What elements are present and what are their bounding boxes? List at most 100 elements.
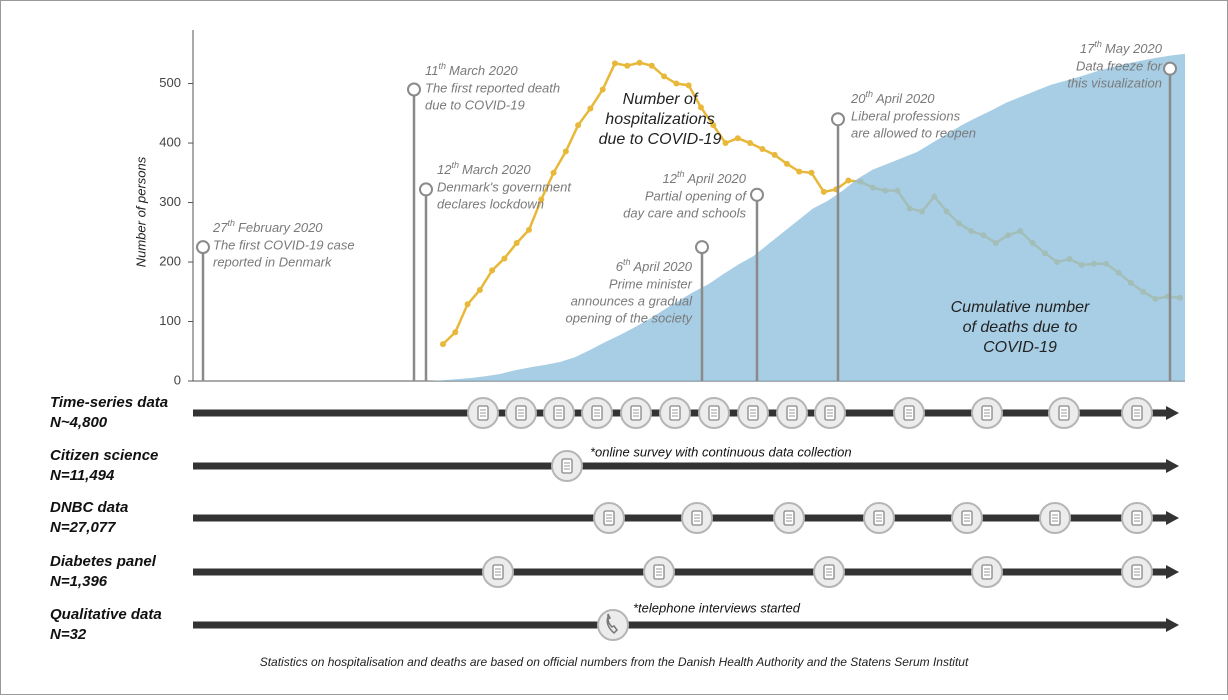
hospitalization-point (624, 62, 631, 69)
y-tick-label: 100 (159, 313, 181, 328)
hospitalization-point (845, 177, 852, 184)
event-day: 27 (212, 220, 228, 235)
event-date: 11th March 2020 (425, 61, 518, 78)
event-month: February 2020 (238, 220, 323, 235)
event-text: are allowed to reopen (851, 125, 976, 140)
event-text: this visualization (1067, 75, 1162, 90)
hospitalization-point (575, 122, 582, 129)
timeline-arrow (1166, 565, 1179, 579)
event-text: opening of the society (566, 310, 694, 325)
hospitalization-point (747, 140, 754, 147)
hospitalization-point (636, 59, 643, 66)
timeline-n: N=27,077 (50, 519, 116, 536)
event-day: 12 (662, 171, 677, 186)
event-month: April 2020 (686, 171, 746, 186)
hospitalization-point (783, 160, 790, 167)
event-date: 6th April 2020 (616, 257, 693, 274)
timeline-name: Time-series data (50, 394, 168, 411)
event-day-suffix: th (1094, 39, 1102, 49)
timeline-name: Citizen science (50, 447, 158, 464)
event-text: Partial opening of (645, 188, 748, 203)
series-label: of deaths due to (963, 319, 1078, 336)
timeline-note: *telephone interviews started (633, 600, 801, 615)
hospitalization-point (587, 105, 594, 112)
event-text: The first COVID-19 case (213, 237, 355, 252)
hospitalization-point (476, 286, 483, 293)
event-day-suffix: th (623, 257, 631, 267)
hospitalization-point (562, 148, 569, 155)
timeline-n: N~4,800 (50, 414, 108, 431)
timeline-arrow (1166, 618, 1179, 632)
hospitalization-point (771, 151, 778, 158)
event-text: The first reported death (425, 80, 560, 95)
event-text: Denmark's government (437, 179, 572, 194)
hospitalization-point (722, 140, 729, 147)
event-day: 11 (425, 63, 439, 78)
series-label: Cumulative number (951, 299, 1090, 316)
hospitalization-point (611, 60, 618, 67)
hospitalization-point (710, 122, 717, 129)
event-text: Data freeze for (1076, 58, 1163, 73)
timeline-name: Diabetes panel (50, 553, 157, 570)
hospitalization-point (452, 329, 459, 336)
event-day-suffix: th (439, 61, 447, 71)
hospitalization-point (796, 168, 803, 175)
event-text: Liberal professions (851, 108, 961, 123)
hospitalization-point (501, 255, 508, 262)
series-label: due to COVID-19 (599, 131, 722, 148)
hospitalization-point (464, 301, 471, 308)
hospitalization-point (489, 267, 496, 274)
event-day: 6 (616, 259, 624, 274)
hospitalization-point (648, 62, 655, 69)
hospitalization-point (808, 169, 815, 176)
event-pin (419, 182, 433, 197)
event-date: 27th February 2020 (212, 218, 323, 235)
series-label: Number of (623, 91, 699, 108)
timeline-name: Qualitative data (50, 606, 162, 623)
timeline-name: DNBC data (50, 499, 128, 516)
event-pin (407, 82, 421, 97)
event-text: reported in Denmark (213, 254, 333, 269)
series-label: hospitalizations (605, 111, 714, 128)
timeline-arrow (1166, 459, 1179, 473)
hospitalization-point (673, 80, 680, 87)
event-date: 12th March 2020 (437, 160, 531, 177)
timeline-n: N=1,396 (50, 573, 108, 590)
event-day: 12 (437, 162, 452, 177)
hospitalization-point (685, 82, 692, 89)
y-tick-label: 500 (159, 75, 181, 90)
event-month: March 2020 (449, 63, 518, 78)
hospitalization-point (599, 86, 606, 93)
event-pin (1163, 61, 1177, 76)
hospitalization-point (513, 239, 520, 246)
event-date: 20th April 2020 (850, 89, 935, 106)
event-text: announces a gradual (571, 293, 694, 308)
event-pin (750, 187, 764, 202)
y-axis-label: Number of persons (133, 156, 148, 267)
y-tick-label: 200 (159, 253, 181, 268)
hospitalization-point (538, 196, 545, 203)
event-pin (196, 240, 210, 255)
hospitalization-point (759, 145, 766, 152)
timeline-arrow (1166, 406, 1179, 420)
event-month: April 2020 (875, 91, 935, 106)
hospitalization-point (734, 135, 741, 142)
timeline-note: *online survey with continuous data coll… (590, 444, 852, 459)
phone-icon (606, 613, 618, 635)
event-date: 17th May 2020 (1080, 39, 1163, 56)
event-day-suffix: th (227, 218, 235, 228)
hospitalization-point (820, 188, 827, 195)
event-day-suffix: th (451, 160, 459, 170)
event-text: declares lockdown (437, 196, 544, 211)
y-tick-label: 300 (159, 194, 181, 209)
timeline-n: N=32 (50, 626, 87, 643)
hospitalization-point (525, 226, 532, 233)
event-month: April 2020 (632, 259, 692, 274)
event-pin (695, 240, 709, 255)
event-text: Prime minister (609, 276, 693, 291)
timeline-n: N=11,494 (50, 467, 115, 484)
event-day-suffix: th (865, 89, 873, 99)
event-day-suffix: th (677, 169, 685, 179)
event-day: 17 (1080, 41, 1095, 56)
